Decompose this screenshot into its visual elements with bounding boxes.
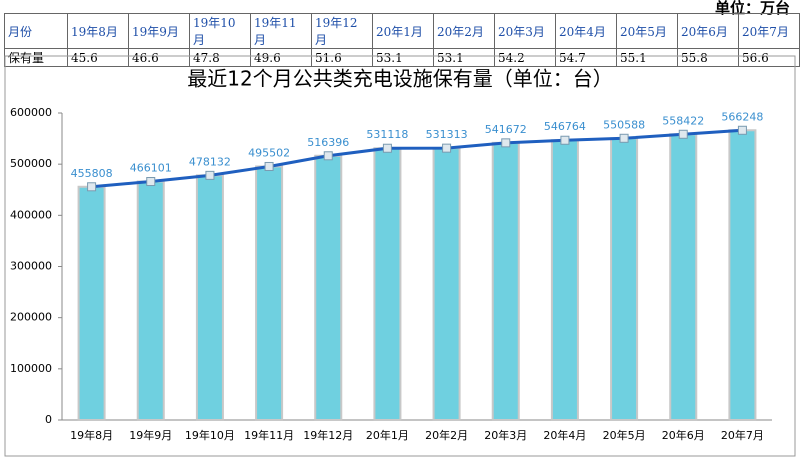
table-cell: 56.6: [738, 48, 800, 67]
data-label: 531118: [366, 128, 408, 141]
x-tick-label: 20年2月: [425, 428, 468, 442]
table-cell: 20年7月: [738, 13, 800, 49]
line-marker: [619, 133, 629, 143]
data-label: 516396: [307, 136, 349, 149]
x-tick-label: 20年5月: [603, 428, 646, 442]
table-row: 保有量 45.6 46.6 47.8 49.6 51.6 53.1 53.1 54.2 54.7 5…: [4, 48, 800, 67]
data-label: 466101: [130, 162, 172, 175]
table-cell: 月份: [4, 13, 68, 49]
line-marker: [501, 138, 511, 148]
bar: [373, 147, 402, 421]
data-label: 546764: [544, 120, 586, 133]
y-tick-label: 500000: [10, 157, 52, 170]
bar: [728, 129, 757, 421]
x-tick-label: 20年3月: [484, 428, 527, 442]
x-tick-label: 20年1月: [366, 428, 409, 442]
data-label: 566248: [721, 110, 763, 123]
x-tick-label: 19年12月: [303, 428, 353, 442]
line-marker: [678, 129, 688, 139]
data-label: 478132: [189, 155, 231, 168]
table-cell: 保有量: [4, 48, 68, 67]
y-tick-label: 0: [45, 413, 52, 426]
bar: [491, 141, 520, 422]
x-tick-label: 19年9月: [129, 428, 172, 442]
line-marker: [737, 125, 747, 135]
data-label: 541672: [485, 123, 527, 136]
x-tick-label: 20年4月: [543, 428, 586, 442]
table-cell: 54.7: [555, 48, 617, 67]
table-cell: 20年6月: [677, 13, 739, 49]
y-tick-label: 200000: [10, 311, 52, 324]
line-marker: [205, 170, 215, 180]
table-cell: 51.6: [311, 48, 373, 67]
data-label: 495502: [248, 146, 290, 159]
bar: [432, 147, 461, 422]
line-marker: [382, 143, 392, 153]
line-marker: [264, 161, 274, 171]
unit-label: 单位：万台: [714, 0, 790, 17]
table-cell: 49.6: [250, 48, 312, 67]
table-cell: 19年8月: [67, 13, 129, 49]
data-label: 550588: [603, 118, 645, 131]
table-cell: 20年3月: [494, 13, 556, 49]
table-cell: 46.6: [128, 48, 190, 67]
bar: [550, 139, 579, 422]
x-tick-label: 19年8月: [70, 428, 113, 442]
bar: [77, 185, 106, 421]
table-row: 月份 19年8月 19年9月 19年10月 19年11月 19年12月 20年1月 20年2月…: [4, 13, 800, 49]
x-tick-label: 19年11月: [244, 428, 294, 442]
table-cell: 20年5月: [616, 13, 678, 49]
data-label: 558422: [662, 114, 704, 127]
bar: [195, 174, 224, 421]
y-tick-label: 100000: [10, 362, 52, 375]
line: [91, 128, 743, 189]
data-table: 月份 19年8月 19年9月 19年10月 19年11月 19年12月 20年1月 20年2月…: [4, 13, 800, 67]
table-cell: 47.8: [189, 48, 251, 67]
line-marker: [442, 143, 452, 153]
bar: [136, 180, 165, 421]
chart-frame: [4, 55, 796, 457]
table-cell: 55.1: [616, 48, 678, 67]
table-cell: 20年1月: [372, 13, 434, 49]
y-tick-label: 300000: [10, 260, 52, 273]
line-marker: [146, 177, 156, 187]
table-cell: 19年12月: [311, 13, 373, 49]
x-tick-label: 19年10月: [185, 428, 235, 442]
table-cell: 45.6: [67, 48, 129, 67]
bar: [314, 154, 343, 421]
x-tick-label: 20年7月: [721, 428, 764, 442]
data-label: 455808: [71, 167, 113, 180]
line-marker: [560, 135, 570, 145]
data-label: 531313: [426, 128, 468, 141]
line-marker: [87, 182, 97, 192]
table-cell: 19年10月: [189, 13, 251, 49]
x-tick-label: 20年6月: [662, 428, 705, 442]
bar: [669, 133, 698, 421]
line-marker: [323, 151, 333, 161]
table-cell: 19年11月: [250, 13, 312, 49]
table-cell: 55.8: [677, 48, 739, 67]
y-tick-label: 400000: [10, 208, 52, 221]
bar: [255, 165, 284, 421]
chart-title: 最近12个月公共类充电设施保有量（单位：台）: [187, 67, 612, 91]
table-cell: 53.1: [433, 48, 495, 67]
table-cell: 19年9月: [128, 13, 190, 49]
y-tick-label: 600000: [10, 106, 52, 119]
table-cell: 53.1: [372, 48, 434, 67]
bar: [610, 137, 639, 421]
